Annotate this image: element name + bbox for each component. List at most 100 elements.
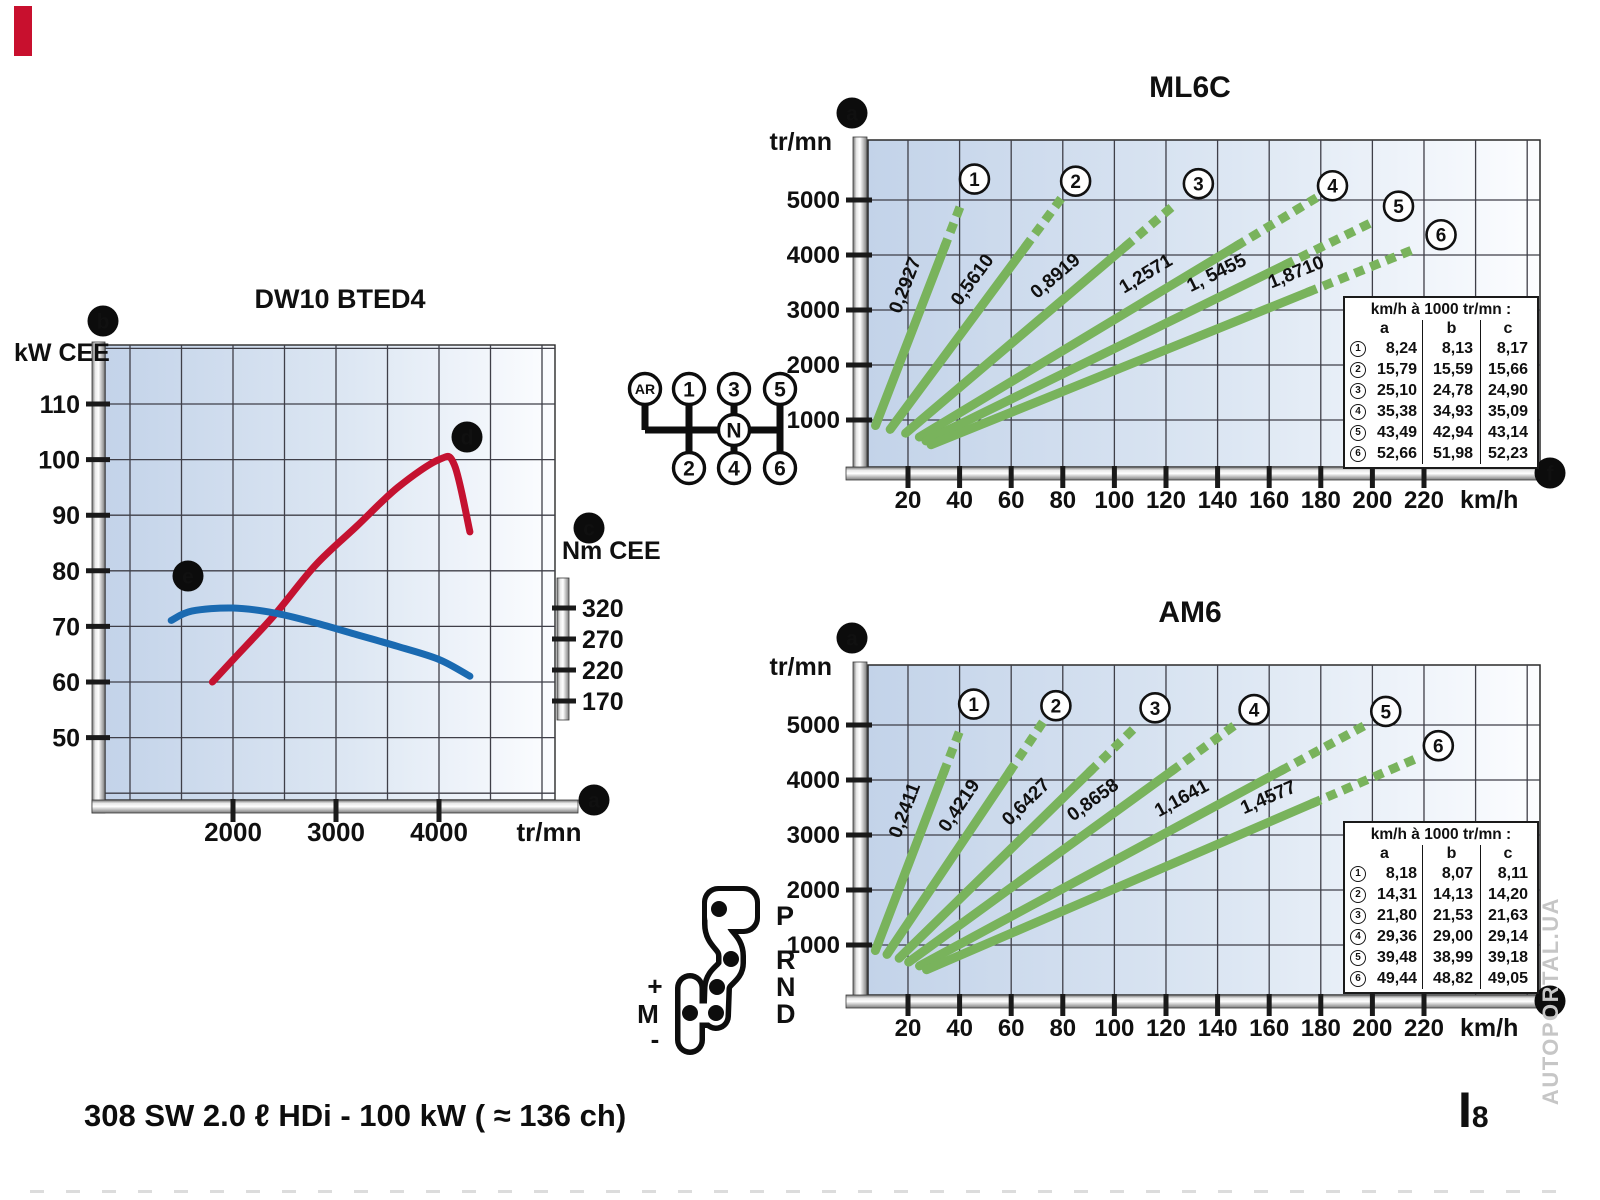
kw-tick-label: 90: [52, 502, 80, 530]
speed-table-cell: 6 52,66: [1347, 443, 1423, 464]
gear-number: 3: [1150, 699, 1161, 720]
am6-gear-line-dotted-5: [1278, 718, 1372, 776]
engine-badge-c: c: [573, 512, 605, 544]
auto-gate-label-P: P: [776, 901, 794, 931]
gear-number-badge: 5: [1350, 949, 1366, 966]
badge-letter: f: [1547, 463, 1555, 486]
gear-number-badge: 6: [1350, 445, 1366, 462]
gear-position-4: 4: [728, 458, 740, 481]
kmh-tick-label: 120: [1146, 1015, 1186, 1042]
rpm-tick-label: 1000: [787, 932, 840, 959]
speed-value: 25,10: [1376, 382, 1417, 399]
kmh-tick-label: 20: [895, 1015, 922, 1042]
kmh-tick-label: 20: [895, 487, 922, 514]
speed-table-cell: 52,23: [1487, 445, 1528, 462]
speed-value: 52,66: [1376, 445, 1417, 462]
speed-value: 29,36: [1376, 928, 1417, 945]
rpm-tick-label: 5000: [787, 187, 840, 214]
rpm-tick-label: 2000: [204, 817, 262, 847]
rpm-axis-title: tr/mn: [517, 817, 582, 847]
badge-letter: e: [182, 566, 194, 589]
auto-gate-label-N: N: [776, 972, 796, 1002]
ml6c-speed-table: km/h à 1000 tr/mn : a b c 1 8,24 8,13 8,17 2 15,7…: [1343, 296, 1539, 469]
shifter-position-dot: [709, 979, 725, 995]
speed-table-column-header: c: [1503, 320, 1513, 337]
speed-table-cell: 5 39,48: [1347, 947, 1423, 968]
speed-value: 39,48: [1376, 949, 1417, 966]
kmh-tick-label: 140: [1198, 1015, 1238, 1042]
am6-gear-line-6: [922, 797, 1321, 975]
speed-table-cell: 29,14: [1487, 928, 1528, 945]
am6-gear-line-1: [870, 764, 950, 955]
kw-tick-label: 50: [52, 725, 80, 753]
am6-gear-line-5: [915, 764, 1289, 971]
speed-table-cell: 38,99: [1423, 947, 1481, 968]
kmh-axis-title: km/h: [1460, 486, 1518, 514]
ml6c-gear-line-5: [921, 258, 1293, 446]
speed-table-cell: 2 15,79: [1347, 359, 1423, 380]
manual-gearshift-diagram: AR 1 3 5 N 2 4 6: [627, 371, 798, 486]
rpm-tick-label: 1000: [787, 407, 840, 434]
gear-position-3: 3: [728, 379, 740, 402]
engine-nm-axis-bar: [556, 577, 570, 721]
gear-number: 4: [1249, 701, 1260, 722]
speed-table-cell: 34,93: [1423, 401, 1481, 422]
kmh-tick-label: 160: [1249, 487, 1289, 514]
gear-number-circle: 2: [1040, 689, 1072, 722]
gear-position-6: 6: [774, 458, 786, 481]
shifter-position-dot: [708, 1005, 724, 1021]
shifter-position-dot: [723, 951, 739, 967]
speed-value: 43,49: [1376, 424, 1417, 441]
speed-table-cell: 48,82: [1423, 968, 1481, 989]
speed-value: 35,38: [1376, 403, 1417, 420]
ml6c-gear-line-dotted-4: [1233, 193, 1319, 251]
gear-number-badge: 5: [1350, 424, 1366, 441]
page-caption: 308 SW 2.0 ℓ HDi - 100 kW ( ≈ 136 ch): [84, 1098, 627, 1133]
speed-table-cell: 43,14: [1487, 424, 1528, 441]
gear-number: 4: [1327, 177, 1338, 198]
am6-speed-table: km/h à 1000 tr/mn : a b c 1 8,18 8,07 8,11 2 14,3…: [1343, 821, 1539, 994]
kw-tick-label: 110: [40, 391, 80, 419]
engine-badge-b: b: [87, 305, 119, 337]
gear-number-circle: 4: [1238, 693, 1270, 726]
gear-number-badge: 2: [1350, 361, 1366, 378]
speed-table-cell: 21,63: [1487, 907, 1528, 924]
kmh-tick-label: 80: [1049, 1015, 1076, 1042]
speed-table-column-header: a: [1347, 845, 1423, 863]
rpm-tick-label: 3000: [787, 822, 840, 849]
rpm-tick-label: 5000: [787, 712, 840, 739]
speed-value: 15,79: [1376, 361, 1417, 378]
speed-table-cell: 6 49,44: [1347, 968, 1423, 989]
am6-gear-line-2: [882, 764, 1016, 959]
ml6c-gear-line-4: [914, 239, 1245, 442]
gear-number-circle: 1: [957, 688, 990, 720]
am6-badge-a: a: [836, 622, 868, 654]
gear-number: 1: [968, 695, 979, 716]
gear-number: 5: [1393, 197, 1404, 218]
gear-position-N: N: [726, 420, 741, 443]
kmh-tick-label: 60: [998, 487, 1025, 514]
auto-gate-label-R: R: [776, 945, 796, 975]
kmh-tick-label: 140: [1198, 487, 1238, 514]
ml6c-gear-line-2: [885, 239, 1032, 434]
am6-gear-line-3: [894, 764, 1098, 963]
speed-table-column-header: a: [1347, 320, 1423, 338]
nm-tick-label: 320: [582, 595, 624, 623]
gear-number-circle: 5: [1382, 190, 1415, 223]
kw-tick-label: 100: [38, 447, 80, 475]
engine-chart: 110 100 90 80 70 60 50 kW CEE 320 270 220 170 Nm CEE…: [14, 284, 661, 847]
kmh-tick-label: 160: [1249, 1015, 1289, 1042]
kmh-tick-label: 100: [1094, 1015, 1134, 1042]
kw-tick-label: 70: [52, 613, 80, 641]
gear-number-circle: 5: [1369, 695, 1402, 728]
shifter-position-dot: [682, 1005, 698, 1021]
gear-position-1: 1: [683, 379, 695, 402]
engine-badge-a: a: [578, 784, 610, 816]
gear-number-circle: 4: [1316, 169, 1349, 202]
rpm-axis-title: tr/mn: [770, 653, 833, 681]
kmh-tick-label: 220: [1404, 487, 1444, 514]
kmh-tick-label: 100: [1094, 487, 1134, 514]
engine-plot-area: [104, 344, 556, 801]
gear-number-circle: 6: [1422, 729, 1455, 762]
speed-value: 8,18: [1385, 865, 1417, 882]
